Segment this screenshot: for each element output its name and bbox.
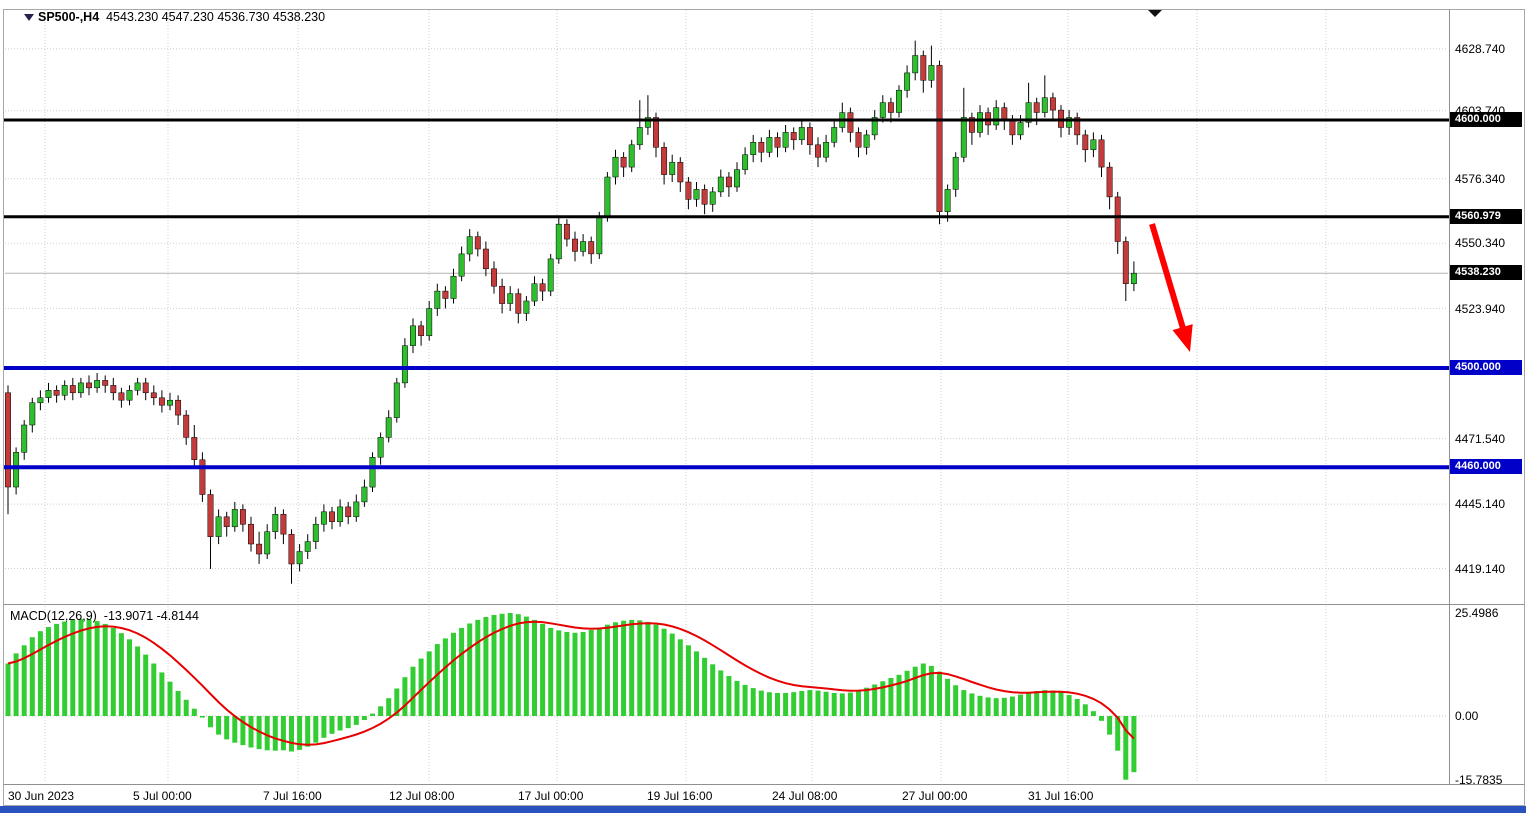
macd-tick-label: -15.7835 — [1455, 772, 1503, 787]
time-tick-label: 24 Jul 08:00 — [772, 789, 838, 803]
macd-name: MACD(12,26,9) — [10, 609, 97, 623]
symbol-period-label: SP500-,H4 — [38, 10, 100, 24]
time-axis[interactable]: 30 Jun 2023 5 Jul 00:00 7 Jul 16:00 12 Jul … — [0, 785, 1449, 806]
time-tick-label: 7 Jul 16:00 — [263, 789, 322, 803]
price-level-badge: 4538.230 — [1450, 265, 1522, 281]
price-level-badge: 4500.000 — [1450, 360, 1522, 375]
time-tick-label: 30 Jun 2023 — [8, 789, 75, 803]
price-tick-label: 4550.340 — [1455, 236, 1506, 251]
time-tick-label: 5 Jul 00:00 — [133, 789, 192, 803]
time-tick-label: 27 Jul 00:00 — [902, 789, 968, 803]
price-tick-label: 4471.540 — [1455, 431, 1506, 446]
price-level-badge: 4600.000 — [1450, 112, 1522, 127]
macd-values: -13.9071 -4.8144 — [103, 609, 200, 623]
time-tick-label: 19 Jul 16:00 — [647, 789, 713, 803]
price-tick-label: 4628.740 — [1455, 41, 1506, 56]
price-tick-label: 4576.340 — [1455, 171, 1506, 186]
chart-shift-marker — [1148, 10, 1162, 17]
ohlc-values: 4543.230 4547.230 4536.730 4538.230 — [106, 10, 326, 24]
price-tick-label: 4523.940 — [1455, 301, 1506, 316]
chart-title-line: SP500-,H4 4543.230 4547.230 4536.730 453… — [38, 10, 325, 24]
price-tick-label: 4419.140 — [1455, 561, 1506, 576]
price-level-badge: 4460.000 — [1450, 459, 1522, 475]
time-tick-label: 12 Jul 08:00 — [389, 789, 455, 803]
macd-tick-label: 25.4986 — [1455, 606, 1499, 620]
price-axis[interactable]: 4628.740 4603.740 4576.340 4550.340 4523.940… — [1449, 9, 1526, 787]
taskbar-strip[interactable] — [0, 806, 1526, 813]
price-tick-label: 4445.140 — [1455, 497, 1506, 512]
time-tick-label: 31 Jul 16:00 — [1028, 789, 1094, 803]
symbol-dropdown-icon[interactable] — [24, 14, 34, 21]
price-level-badge: 4560.979 — [1450, 208, 1522, 224]
macd-indicator-label: MACD(12,26,9) -13.9071 -4.8144 — [10, 609, 199, 623]
macd-tick-label: 0.00 — [1455, 709, 1479, 723]
time-tick-label: 17 Jul 00:00 — [518, 789, 584, 803]
